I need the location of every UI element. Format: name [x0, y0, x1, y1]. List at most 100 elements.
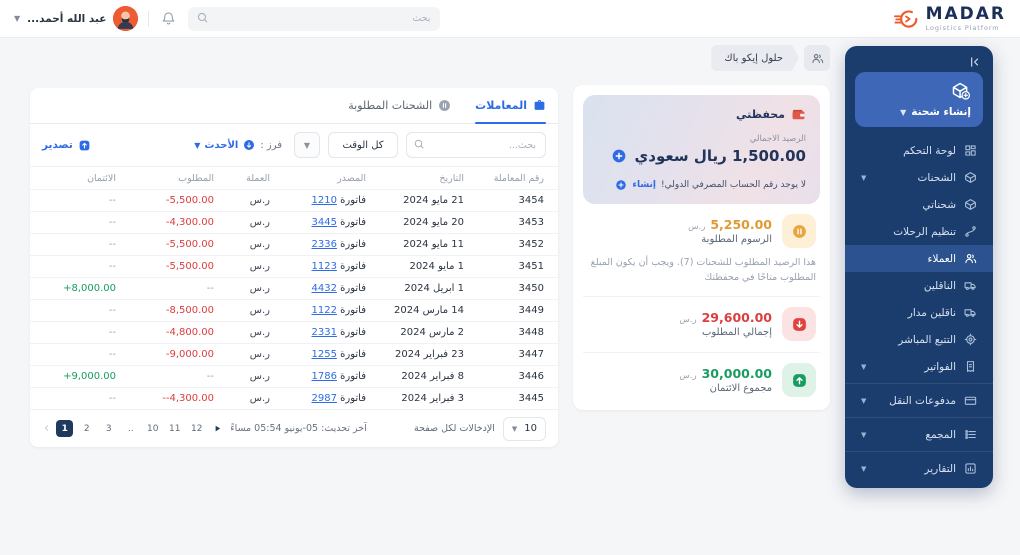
stat-label: مجموع الائتمان [709, 383, 772, 395]
bell-icon[interactable] [159, 11, 178, 26]
tab-required-shipments[interactable]: الشحنات المطلوبة [348, 88, 451, 123]
madar-logo: MADAR Logistics Platform [893, 3, 1006, 32]
pause-icon [782, 214, 816, 248]
box-plus-icon [867, 80, 971, 101]
chevron-down-icon: ▼ [861, 396, 867, 405]
search-icon [196, 11, 209, 24]
table-row: 3448 2 مارس 2024 فاتورة 2331 ر.س -4,800.… [30, 321, 558, 343]
invoice-link[interactable]: 2336 [311, 239, 337, 250]
time-filter-select[interactable]: كل الوقت [328, 132, 398, 158]
invoice-link[interactable]: 1255 [311, 349, 337, 360]
chevron-down-icon: ▼ [900, 107, 907, 117]
time-filter-chevron[interactable]: ▼ [294, 132, 320, 158]
table-row: 3447 23 فبراير 2024 فاتورة 1255 ر.س -9,0… [30, 343, 558, 365]
sidebar-item-dashboard[interactable]: لوحة التحكم [853, 137, 985, 164]
export-icon [78, 139, 91, 152]
brand-tagline: Logistics Platform [925, 23, 1000, 32]
invoice-link[interactable]: 1122 [311, 305, 337, 316]
table-row: 3453 20 مايو 2024 فاتورة 3445 ر.س -4,300… [30, 211, 558, 233]
iban-notice: لا يوجد رقم الحساب المصرفي الدولي! [661, 180, 806, 190]
sidebar-item-transport-payments[interactable]: مدفوعات النقل ▼ [853, 387, 985, 414]
page-button[interactable]: 12 [190, 423, 203, 434]
page-button[interactable]: 11 [168, 423, 181, 434]
wallet-balance: 1,500.00 ريال سعودي [634, 147, 806, 165]
table-row: 3449 14 مارس 2024 فاتورة 1122 ر.س -8,500… [30, 299, 558, 321]
invoice-link[interactable]: 1210 [311, 195, 337, 206]
sort-control: فرز : الأحدث ▼ [194, 139, 282, 151]
stat-description: هذا الرصيد المطلوب للشحنات (7). ويجب أن … [590, 257, 816, 283]
table-search [406, 132, 546, 158]
collapse-sidebar-icon[interactable] [967, 55, 981, 69]
table-search-input[interactable] [406, 132, 546, 158]
truck-icon [964, 279, 977, 292]
create-iban-link[interactable]: إنشاء [632, 180, 656, 190]
sort-value[interactable]: الأحدث ▼ [194, 139, 239, 151]
briefcase-icon [533, 99, 546, 112]
invoice-link[interactable]: 4432 [311, 283, 337, 294]
sidebar-item-live-tracking[interactable]: التتبع المباشر [853, 326, 985, 353]
sidebar-item-reports[interactable]: التقارير ▼ [853, 455, 985, 482]
stat-required-fees: 5,250.00 ر.س الرسوم المطلوبة هذا الرصيد … [583, 204, 820, 296]
page-button[interactable]: 10 [146, 423, 159, 434]
sidebar-nav: لوحة التحكم الشحنات ▼ شحناتي تنظيم الرحل… [845, 137, 993, 482]
invoice-link[interactable]: 2987 [311, 393, 337, 404]
stat-currency: ر.س [679, 371, 697, 382]
table-row: 3450 1 أبريل 2024 فاتورة 4432 ر.س -- +8,… [30, 277, 558, 299]
stat-currency: ر.س [688, 222, 706, 232]
page-button[interactable]: 2 [83, 423, 90, 434]
page-button[interactable]: 1 [56, 420, 74, 437]
sidebar-item-shipments[interactable]: الشحنات ▼ [853, 164, 985, 191]
add-funds-button[interactable] [611, 148, 627, 164]
create-shipment-label: إنشاء شحنة [911, 106, 971, 118]
tab-transactions[interactable]: المعاملات [475, 88, 546, 124]
sidebar-item-aggregate[interactable]: المجمع ▼ [853, 421, 985, 448]
stat-amount: 30,000.00 [701, 366, 772, 382]
tab-label: الشحنات المطلوبة [348, 99, 433, 112]
madar-logo-icon [893, 8, 919, 30]
invoice-link[interactable]: 3445 [311, 217, 337, 228]
wallet-icon [791, 107, 806, 122]
tab-label: المعاملات [475, 99, 527, 112]
box-icon [964, 198, 977, 211]
box-icon [964, 171, 977, 184]
org-chip-label: حلول إيكو باك [711, 45, 799, 71]
bar-chart-icon [964, 462, 977, 475]
sidebar-item-invoices[interactable]: الفواتير ▼ [853, 353, 985, 380]
wallet-card: محفظتي الرصيد الاجمالي 1,500.00 ريال سعو… [583, 95, 820, 204]
plus-circle-icon[interactable] [615, 179, 627, 191]
target-icon [964, 333, 977, 346]
sidebar-item-carriers[interactable]: الناقلين [853, 272, 985, 299]
wallet-title: محفظتي [736, 108, 785, 121]
topbar: MADAR Logistics Platform عبد الله أحمد..… [0, 0, 1020, 38]
sidebar-item-customers[interactable]: العملاء [845, 245, 993, 272]
chevron-left-icon[interactable]: ‹ [44, 421, 50, 436]
sidebar-item-madar-carriers[interactable]: ناقلين مدار [853, 299, 985, 326]
arrow-up-icon [782, 363, 816, 398]
card-icon [964, 394, 977, 407]
chevron-down-icon: ▼ [861, 173, 867, 182]
receipt-icon [964, 360, 977, 373]
invoice-link[interactable]: 1123 [311, 261, 337, 272]
balance-label: الرصيد الاجمالي [749, 134, 806, 144]
table-row: 3446 8 فبراير 2024 فاتورة 1786 ر.س -- +9… [30, 365, 558, 387]
avatar [113, 6, 139, 31]
user-menu[interactable]: عبد الله أحمد... ▼ [14, 6, 139, 31]
stat-currency: ر.س [679, 315, 697, 326]
page-button[interactable]: 3 [105, 423, 112, 434]
invoice-link[interactable]: 1786 [311, 371, 337, 382]
route-icon [964, 225, 977, 238]
brand-name: MADAR [925, 3, 1006, 24]
create-shipment-button[interactable]: إنشاء شحنة ▼ [855, 72, 983, 127]
export-button[interactable]: تصدير [42, 139, 91, 152]
invoice-link[interactable]: 2331 [311, 327, 337, 338]
org-chip[interactable]: حلول إيكو باك [711, 45, 830, 71]
sidebar-item-my-shipments[interactable]: شحناتي [853, 191, 985, 218]
chevron-down-icon: ▼ [861, 430, 867, 439]
play-icon[interactable] [213, 424, 222, 433]
list-tree-icon [964, 428, 977, 441]
page-ellipsis: .. [127, 423, 134, 434]
sidebar-item-trip-planning[interactable]: تنظيم الرحلات [853, 218, 985, 245]
chevron-down-icon: ▼ [14, 14, 21, 23]
global-search-input[interactable] [188, 6, 441, 31]
per-page-select[interactable]: 10 ▼ [502, 416, 546, 441]
